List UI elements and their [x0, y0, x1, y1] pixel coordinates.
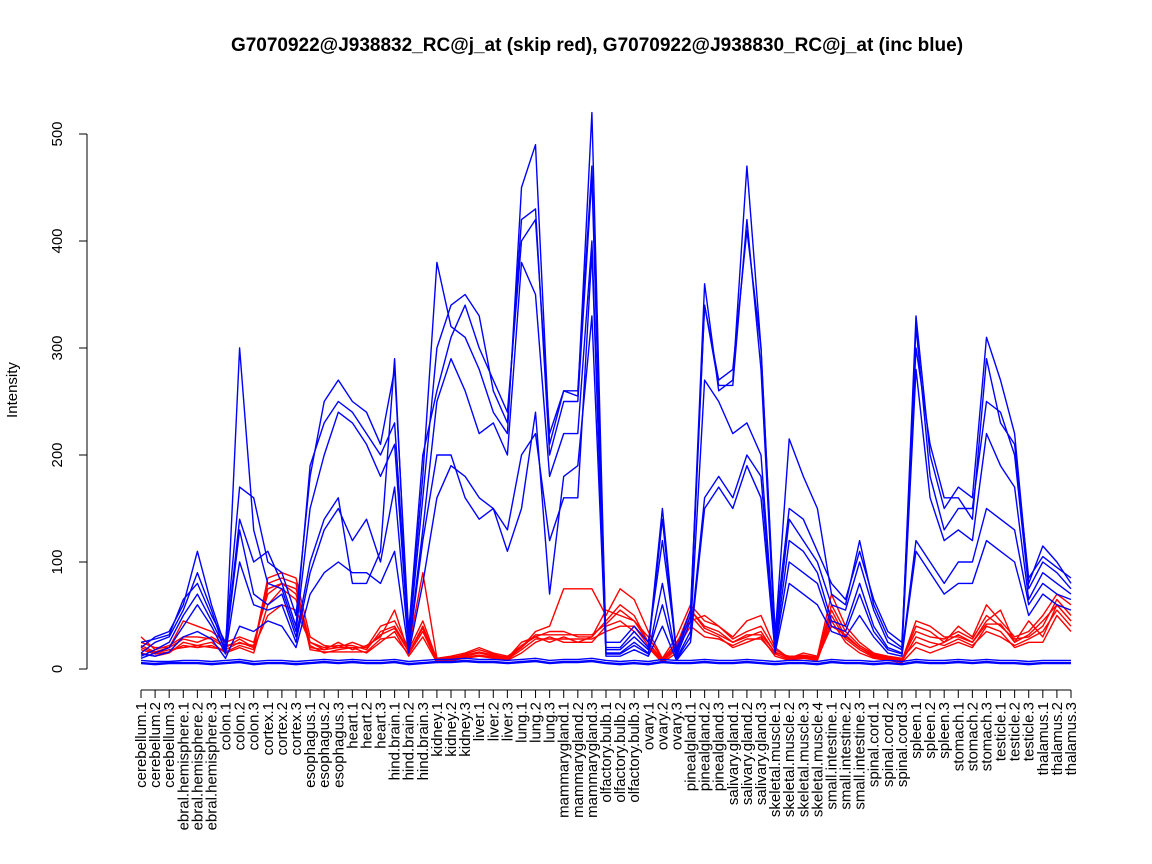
x-tick-label: spinal.cord.2 — [880, 702, 897, 787]
x-tick-label: ebral.hemisphere.2 — [189, 702, 206, 830]
x-tick-label: olfactory.bulb.1 — [598, 702, 615, 803]
x-tick-label: small.intestine.2 — [838, 702, 855, 810]
x-tick-label: colon.2 — [232, 702, 249, 750]
x-tick-label: kidney.1 — [429, 702, 446, 757]
x-tick-label: small.intestine.1 — [824, 702, 841, 810]
y-tick-label: 500 — [49, 121, 66, 146]
x-tick-label: heart.3 — [373, 702, 390, 749]
x-tick-label: salivary.gland.1 — [725, 702, 742, 805]
x-tick-label: spinal.cord.1 — [866, 702, 883, 787]
x-tick-label: cortex.1 — [260, 702, 277, 755]
series-line-inc-13 — [140, 657, 1071, 663]
x-tick-label: spleen.3 — [936, 702, 953, 759]
x-tick-label: spleen.1 — [908, 702, 925, 759]
x-tick-label: mammarygland.2 — [570, 702, 587, 818]
x-tick-label: esophagus.1 — [302, 702, 319, 788]
x-tick-label: lung.3 — [542, 702, 559, 743]
x-tick-label: thalamus.2 — [1049, 702, 1066, 775]
x-tick-label: spinal.cord.3 — [894, 702, 911, 787]
x-tick-label: olfactory.bulb.2 — [612, 702, 629, 803]
series-line-inc-15 — [140, 660, 1071, 666]
x-tick-label: pinealgland.3 — [711, 702, 728, 791]
x-tick-label: colon.3 — [246, 702, 263, 750]
x-tick-label: liver.2 — [485, 702, 502, 741]
x-tick-label: liver.1 — [471, 702, 488, 741]
x-tick-label: ebral.hemisphere.1 — [175, 702, 192, 830]
x-tick-label: ovary.1 — [640, 702, 657, 750]
x-tick-label: testicle.2 — [1007, 702, 1024, 761]
x-tick-label: testicle.3 — [1021, 702, 1038, 761]
x-tick-label: skeletal.muscle.1 — [767, 702, 784, 817]
x-tick-label: skeletal.muscle.2 — [781, 702, 798, 817]
x-tick-label: thalamus.1 — [1035, 702, 1052, 775]
x-tick-label: stomach.2 — [964, 702, 981, 771]
x-tick-label: cortex.3 — [288, 702, 305, 755]
x-tick-label: kidney.2 — [443, 702, 460, 757]
x-tick-label: lung.2 — [528, 702, 545, 743]
x-tick-label: olfactory.bulb.3 — [626, 702, 643, 803]
x-tick-label: stomach.1 — [950, 702, 967, 771]
x-tick-label: ovary.3 — [669, 702, 686, 750]
x-tick-label: kidney.3 — [457, 702, 474, 757]
series-line-skip-1 — [140, 572, 1072, 659]
x-tick-label: hind.brain.2 — [401, 702, 418, 780]
y-axis: 0 100 200 300 400 500 — [49, 121, 88, 673]
x-tick-label: esophagus.3 — [330, 702, 347, 788]
y-axis-label: Intensity — [4, 362, 21, 418]
x-tick-label: skeletal.muscle.4 — [809, 702, 826, 817]
x-tick-label: heart.1 — [344, 702, 361, 749]
y-tick-label: 300 — [49, 335, 66, 360]
x-tick-label: pinealgland.1 — [683, 702, 700, 791]
series-layer — [140, 111, 1072, 666]
x-tick-label: mammarygland.3 — [584, 702, 601, 818]
x-tick-label: ebral.hemisphere.3 — [204, 702, 221, 830]
chart-title: G7070922@J938832_RC@j_at (skip red), G70… — [231, 35, 963, 56]
x-tick-label: hind.brain.3 — [415, 702, 432, 780]
x-tick-label: liver.3 — [499, 702, 516, 741]
x-tick-label: mammarygland.1 — [556, 702, 573, 818]
y-tick-label: 0 — [49, 665, 66, 673]
x-tick-label: cerebellum.1 — [133, 702, 150, 788]
x-tick-label: esophagus.2 — [316, 702, 333, 788]
series-line-inc-12 — [140, 250, 1072, 662]
y-tick-label: 100 — [49, 549, 66, 574]
x-tick-label: ovary.2 — [654, 702, 671, 750]
x-tick-label: thalamus.3 — [1063, 702, 1080, 775]
x-tick-label: salivary.gland.2 — [739, 702, 756, 805]
x-tick-label: hind.brain.1 — [387, 702, 404, 780]
x-tick-label: cortex.2 — [274, 702, 291, 755]
y-tick-label: 400 — [49, 228, 66, 253]
x-tick-label: testicle.1 — [993, 702, 1010, 761]
y-tick-label: 200 — [49, 442, 66, 467]
x-tick-label: small.intestine.3 — [852, 702, 869, 810]
x-tick-label: colon.1 — [218, 702, 235, 750]
x-tick-label: salivary.gland.3 — [753, 702, 770, 805]
x-tick-label: heart.2 — [359, 702, 376, 749]
x-tick-label: cerebellum.3 — [161, 702, 178, 788]
x-tick-label: stomach.3 — [979, 702, 996, 771]
x-tick-label: cerebellum.2 — [147, 702, 164, 788]
x-tick-label: pinealgland.2 — [697, 702, 714, 791]
x-tick-label: skeletal.muscle.3 — [795, 702, 812, 817]
series-line-inc-11 — [140, 315, 1072, 661]
series-line-inc-9 — [140, 165, 1072, 651]
x-tick-label: lung.1 — [514, 702, 531, 743]
x-axis: cerebellum.1cerebellum.2cerebellum.3ebra… — [133, 689, 1080, 830]
series-line-inc-14 — [140, 659, 1071, 665]
x-tick-label: spleen.2 — [922, 702, 939, 759]
